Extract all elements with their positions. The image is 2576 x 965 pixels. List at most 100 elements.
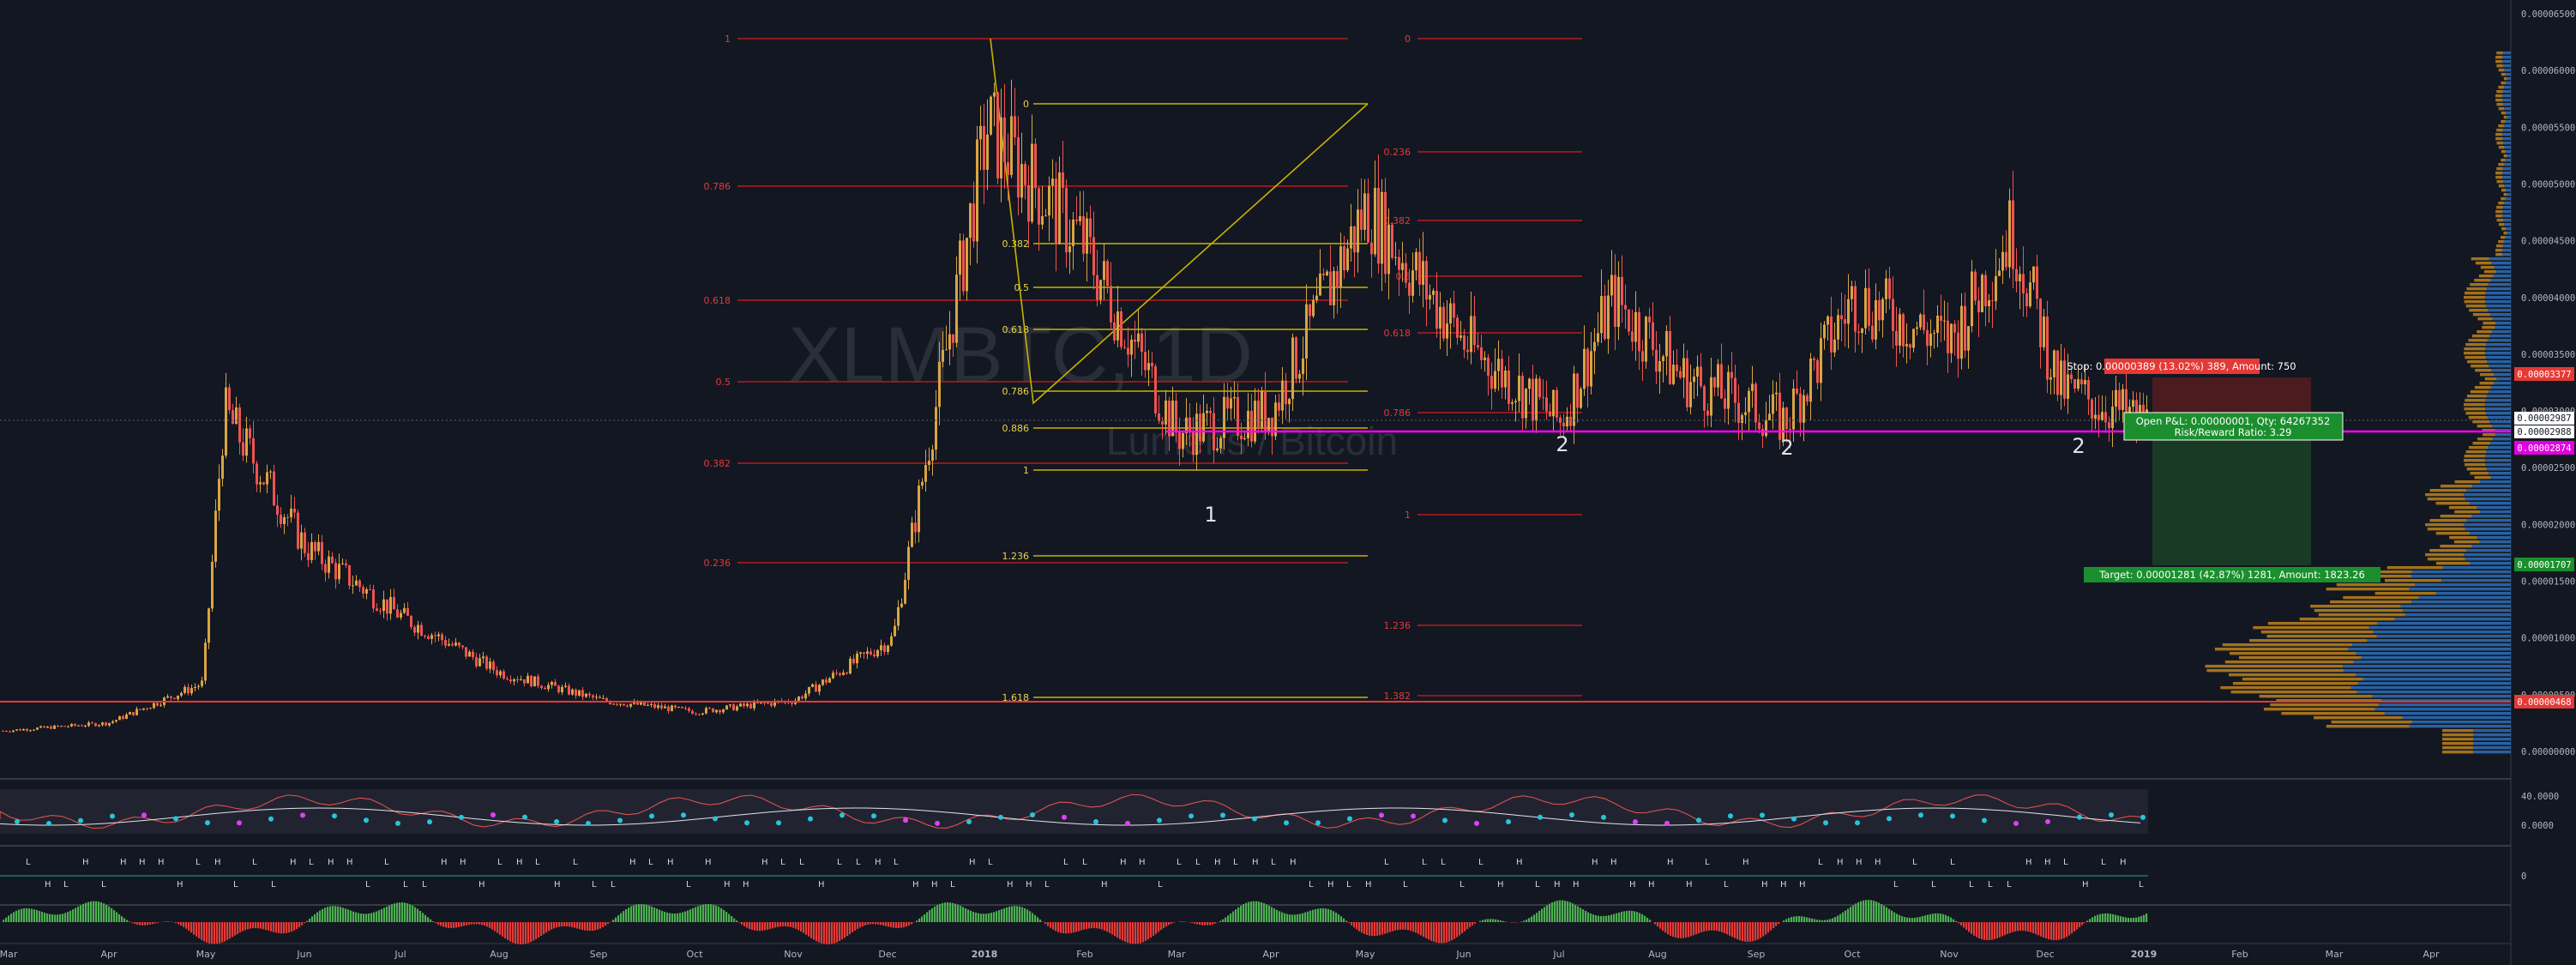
candle-body (1278, 402, 1280, 411)
ind2-marker: L (384, 858, 389, 867)
ind3-bar (1026, 909, 1029, 922)
ind3-bar (1554, 901, 1556, 922)
candle-body (142, 708, 145, 710)
candle-body (513, 679, 515, 682)
fib-retracements[interactable]: 10.7860.6180.50.3820.23600.2360.3820.50.… (704, 33, 1583, 703)
ind3-bar (1196, 922, 1199, 925)
ind3-bar (533, 922, 535, 941)
ind3-bar (373, 912, 376, 922)
profile-bar-orange (2501, 112, 2506, 115)
candle-body (1405, 262, 1407, 283)
candle-body (1161, 421, 1164, 425)
ind3-bar (1747, 922, 1749, 942)
indicator-panel-3[interactable] (3, 900, 2148, 944)
profile-bar-orange (2454, 510, 2480, 514)
profile-bar-orange (2440, 545, 2472, 548)
candle-body (818, 685, 821, 692)
ind3-bar (345, 908, 347, 922)
ind3-bar (134, 922, 136, 925)
candle-body (70, 723, 73, 727)
ind3-bar (360, 913, 363, 922)
ind3-bar (741, 922, 743, 925)
ind1-dot (173, 816, 178, 822)
ind3-bar (39, 911, 41, 922)
ind3-bar (1806, 917, 1809, 922)
profile-bar-blue (2464, 523, 2511, 527)
price-tick-label: 0.00006500 (2521, 9, 2575, 20)
ind2-marker: L (950, 880, 955, 890)
time-axis[interactable]: Mar Apr May Jun Jul Aug Sep Oct Nov Dec 2018 Feb Mar… (0, 949, 2440, 960)
profile-bar-blue (2502, 56, 2511, 59)
ind3-bar (121, 916, 123, 922)
profile-bar-blue (2489, 257, 2511, 261)
ind3-bar (890, 922, 893, 928)
candle-body (996, 92, 999, 178)
candle-body (691, 710, 694, 715)
ind3-bar (970, 910, 972, 922)
candle-body (1151, 363, 1153, 367)
ind3-bar (1515, 922, 1518, 923)
ind3-bar (936, 905, 939, 922)
profile-bar-blue (2502, 172, 2511, 175)
profile-bar-blue (2473, 751, 2511, 754)
ind3-bar (1965, 922, 1968, 930)
ind3-bar (1199, 922, 1201, 926)
profile-bar-blue (2502, 90, 2511, 93)
candle-body (454, 642, 457, 646)
candle-body (1672, 365, 1675, 384)
profile-bar-blue (2494, 266, 2511, 269)
ind3-bar (1986, 922, 1989, 941)
ind3-bar (677, 913, 679, 922)
ind3-bar (1297, 914, 1299, 922)
ind3-bar (252, 922, 255, 929)
candle-body (1346, 248, 1349, 271)
ind3-bar (664, 911, 666, 922)
ind3-bar (36, 910, 39, 922)
candle-body (166, 696, 169, 698)
long-position-tool[interactable]: Stop: 0.00000389 (13.02%) 389, Amount: 7… (2067, 359, 2380, 582)
ind3-bar (322, 908, 324, 922)
profile-bar-blue (2502, 51, 2511, 55)
candle-body (1631, 331, 1634, 342)
fib-red-left-label: 0.618 (704, 295, 731, 306)
ind3-bar (401, 902, 404, 922)
ind3-bar (1847, 908, 1850, 922)
profile-bar-orange (2477, 330, 2493, 334)
ind3-bar (49, 914, 51, 922)
candle-body (355, 580, 358, 586)
ind1-dot (681, 812, 686, 818)
candle-body (636, 702, 639, 705)
profile-bar-orange (2496, 129, 2503, 132)
ind3-bar (952, 902, 954, 922)
ind3-bar (2030, 922, 2032, 932)
candle-body (952, 334, 954, 343)
ind3-bar (2135, 917, 2138, 922)
candle-body (527, 675, 529, 684)
ind3-bar (1605, 915, 1608, 922)
price-axis[interactable]: 0.000065000.000060000.000055000.00005000… (2521, 9, 2575, 757)
candle-body (1621, 276, 1623, 305)
ind3-bar (659, 909, 661, 922)
profile-bar-orange (2495, 214, 2503, 218)
profile-bar-orange (2468, 416, 2488, 419)
ind1-dot (1696, 817, 1701, 823)
ind3-bar (2040, 922, 2043, 937)
candle-body (966, 238, 968, 292)
ind1-dot (1093, 818, 1098, 824)
candle-body (149, 708, 152, 709)
ind3-bar (1657, 922, 1659, 927)
ind3-bar (1587, 912, 1590, 922)
ind3-bar (108, 906, 111, 922)
ind3-bar (1863, 900, 1865, 922)
ind3-bar (906, 922, 908, 927)
ind3-bar (1194, 922, 1196, 924)
profile-bar-orange (2442, 738, 2473, 741)
fib-red-right-label: 0.5 (1396, 271, 1411, 282)
candle-body (496, 670, 498, 676)
indicator-panel-1[interactable] (0, 789, 2148, 834)
support-price-text: 0.00002874 (2517, 443, 2571, 454)
ind2-marker: L (837, 858, 842, 867)
ind3-bar (1533, 914, 1536, 922)
